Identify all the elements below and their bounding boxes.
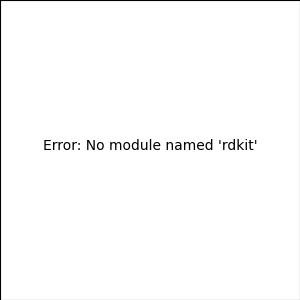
Text: Error: No module named 'rdkit': Error: No module named 'rdkit' [43, 139, 257, 153]
